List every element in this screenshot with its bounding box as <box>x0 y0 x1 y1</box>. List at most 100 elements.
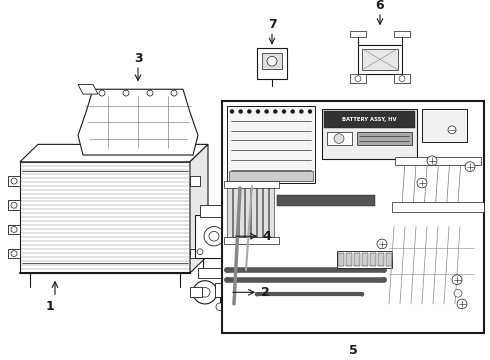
Bar <box>227 106 315 183</box>
Bar <box>8 225 20 234</box>
Circle shape <box>209 231 219 241</box>
Bar <box>277 195 375 206</box>
Circle shape <box>448 126 456 134</box>
Circle shape <box>267 57 277 66</box>
Circle shape <box>224 277 229 282</box>
Polygon shape <box>78 84 98 94</box>
Bar <box>358 45 402 74</box>
Bar <box>229 171 313 181</box>
Circle shape <box>291 109 294 113</box>
Text: 1: 1 <box>46 300 54 313</box>
Circle shape <box>123 90 129 96</box>
Polygon shape <box>363 195 369 257</box>
Polygon shape <box>356 195 362 257</box>
Circle shape <box>11 202 17 208</box>
Circle shape <box>11 251 17 257</box>
Bar <box>370 253 376 266</box>
Text: 4: 4 <box>263 230 271 243</box>
Circle shape <box>147 90 153 96</box>
Bar <box>394 31 410 37</box>
Bar <box>322 109 417 159</box>
Bar <box>233 186 238 239</box>
Circle shape <box>417 178 427 188</box>
Circle shape <box>247 109 251 113</box>
Bar <box>422 109 467 143</box>
Polygon shape <box>277 195 283 257</box>
Polygon shape <box>307 260 325 273</box>
Bar <box>324 111 415 128</box>
Circle shape <box>11 178 17 184</box>
Text: BATTERY ASSY, HV: BATTERY ASSY, HV <box>342 117 397 122</box>
Bar <box>198 268 230 278</box>
Circle shape <box>360 292 364 296</box>
Polygon shape <box>370 195 376 257</box>
Text: 5: 5 <box>348 344 357 357</box>
Bar <box>190 288 202 297</box>
Bar <box>245 186 250 239</box>
Bar <box>346 253 352 266</box>
Bar <box>392 202 484 212</box>
Bar <box>8 201 20 210</box>
Text: 2: 2 <box>261 286 270 299</box>
Circle shape <box>399 76 405 81</box>
Polygon shape <box>334 195 340 257</box>
Bar <box>195 215 233 258</box>
Circle shape <box>255 292 259 296</box>
Polygon shape <box>306 195 312 257</box>
Circle shape <box>355 76 361 81</box>
Circle shape <box>282 109 286 113</box>
Bar <box>257 48 287 78</box>
Circle shape <box>99 90 105 96</box>
Bar <box>222 101 484 333</box>
Circle shape <box>11 226 17 232</box>
Circle shape <box>377 239 387 249</box>
Bar <box>200 205 228 217</box>
Polygon shape <box>348 195 355 257</box>
Bar <box>362 49 398 70</box>
Circle shape <box>273 109 277 113</box>
Polygon shape <box>298 195 305 257</box>
Polygon shape <box>313 195 319 257</box>
Polygon shape <box>270 193 378 258</box>
Bar <box>338 253 344 266</box>
Bar <box>269 186 274 239</box>
Polygon shape <box>227 254 384 270</box>
Circle shape <box>224 267 229 273</box>
Circle shape <box>197 249 203 255</box>
Bar <box>224 237 279 244</box>
Bar <box>262 54 282 69</box>
Circle shape <box>452 275 462 284</box>
Polygon shape <box>442 282 474 307</box>
Circle shape <box>239 109 243 113</box>
Circle shape <box>334 134 344 143</box>
Bar <box>190 176 200 186</box>
Text: 3: 3 <box>134 52 142 65</box>
Polygon shape <box>384 222 479 309</box>
Bar <box>350 74 366 84</box>
Bar <box>386 253 392 266</box>
Bar <box>378 253 384 266</box>
Bar <box>327 132 352 145</box>
Polygon shape <box>20 144 208 162</box>
Circle shape <box>216 303 224 311</box>
Circle shape <box>171 90 177 96</box>
Bar <box>257 186 262 239</box>
Polygon shape <box>284 195 290 257</box>
Polygon shape <box>342 195 347 257</box>
Circle shape <box>308 109 312 113</box>
Polygon shape <box>190 144 208 273</box>
Circle shape <box>204 226 224 246</box>
Circle shape <box>230 109 234 113</box>
Circle shape <box>382 277 387 282</box>
Circle shape <box>200 288 210 297</box>
Bar <box>354 253 360 266</box>
Polygon shape <box>78 89 198 155</box>
Text: 7: 7 <box>268 18 276 31</box>
Bar <box>227 186 232 239</box>
Polygon shape <box>320 195 326 257</box>
Circle shape <box>454 289 462 297</box>
Circle shape <box>457 299 467 309</box>
Polygon shape <box>291 195 297 257</box>
Circle shape <box>225 249 231 255</box>
Circle shape <box>256 109 260 113</box>
